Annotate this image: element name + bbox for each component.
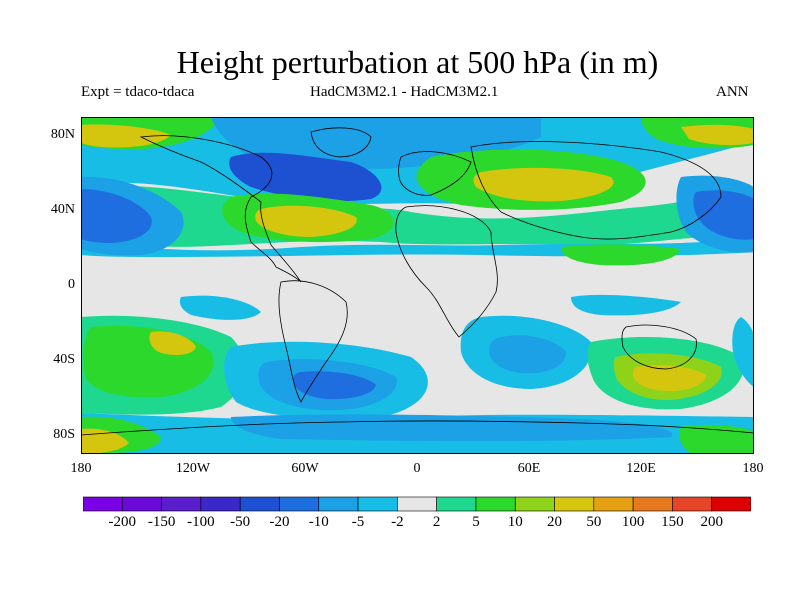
experiment-label: Expt = tdaco-tdaca [81, 84, 195, 100]
contour-fill [681, 124, 754, 146]
colorbar-swatch [436, 496, 477, 512]
contour-fill [81, 428, 129, 454]
colorbar-swatch [593, 496, 634, 512]
colorbar-tick-label: 20 [547, 514, 563, 530]
colorbar-swatch [632, 496, 673, 512]
lon-tick-label: 120E [626, 461, 656, 476]
colorbar-tick-label: -20 [269, 514, 290, 530]
colorbar-tick-label: 5 [472, 514, 480, 530]
contour-fill [693, 190, 754, 240]
coastlines [81, 127, 754, 436]
lon-tick-label: 180 [70, 461, 92, 476]
map-frame [81, 117, 754, 454]
colorbar-swatch [475, 496, 516, 512]
contour-fill [231, 414, 673, 442]
coastline-north-america [139, 135, 302, 283]
colorbar-tick-label: -10 [308, 514, 329, 530]
colorbar-swatch [161, 496, 202, 512]
model-label: HadCM3M2.1 - HadCM3M2.1 [310, 84, 499, 100]
colorbar-tick-label: -5 [351, 514, 365, 530]
lat-tick-label: 40S [53, 352, 75, 367]
contour-fill [732, 317, 754, 387]
colorbar [83, 496, 751, 512]
colorbar-swatch [357, 496, 398, 512]
coastline-africa [395, 205, 498, 338]
colorbar-swatch [397, 496, 437, 512]
lon-tick-label: 60W [291, 461, 319, 476]
lat-tick-label: 80N [50, 127, 75, 142]
coastline-australia [621, 324, 697, 370]
contour-fill [633, 364, 706, 392]
contour-fill [489, 335, 566, 374]
coastline-europe [398, 151, 472, 196]
colorbar-tick-label: 150 [661, 514, 684, 530]
colorbar-tick-label: -150 [147, 514, 176, 530]
contour-fill [561, 244, 681, 266]
colorbar-swatch [672, 496, 712, 512]
colorbar-swatch [121, 496, 162, 512]
contour-fill [81, 124, 171, 148]
colorbar-tick-label: 50 [586, 514, 602, 530]
season-label: ANN [716, 84, 749, 100]
colorbar-swatch [279, 496, 320, 512]
colorbar-swatch [83, 496, 123, 512]
lon-tick-label: 180 [742, 461, 764, 476]
contour-fill [255, 205, 357, 237]
coastline-antarctica [81, 420, 754, 436]
coastline-greenland [310, 127, 372, 158]
colorbar-swatch [200, 496, 241, 512]
contour-fill [149, 331, 196, 355]
lat-tick-label: 40N [50, 202, 75, 217]
contour-fill [293, 371, 376, 400]
colorbar-tick-label: 10 [507, 514, 523, 530]
contour-map [81, 117, 754, 454]
colorbar-swatch [239, 496, 280, 512]
colorbar-tick-label: -200 [108, 514, 137, 530]
colorbar-tick-label: -50 [230, 514, 251, 530]
contour-fill [679, 424, 754, 454]
colorbar-tick-label: -2 [391, 514, 404, 530]
contour-fill [229, 152, 382, 202]
colorbar-tick-label: 200 [700, 514, 723, 530]
coastline-south-america [278, 280, 348, 403]
colorbar-tick-label: 2 [432, 514, 441, 530]
colorbar-tick-label: 100 [621, 514, 645, 530]
contour-fill [571, 294, 681, 316]
colorbar-swatch [554, 496, 595, 512]
coastline-asia [470, 141, 722, 240]
colorbar-swatch [711, 496, 751, 512]
contour-fill [473, 167, 614, 202]
lon-tick-label: 60E [517, 461, 541, 476]
lon-tick-label: 0 [413, 461, 421, 476]
colorbar-tick-label: -100 [187, 514, 215, 530]
contour-fill [81, 189, 152, 243]
contour-fill [179, 295, 261, 320]
lat-tick-label: 0 [68, 277, 75, 292]
lat-tick-label: 80S [53, 427, 75, 442]
colorbar-swatch [514, 496, 555, 512]
map-title: Height perturbation at 500 hPa (in m) [176, 44, 659, 80]
lon-tick-label: 120W [175, 461, 211, 476]
colorbar-swatch [318, 496, 359, 512]
